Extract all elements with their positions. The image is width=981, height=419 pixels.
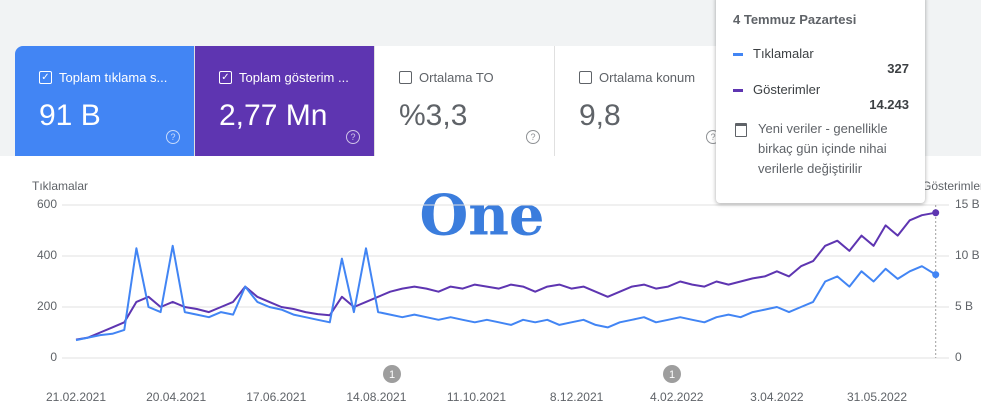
metric-value: 91 B	[39, 99, 101, 132]
metric-label: Ortalama konum	[599, 70, 696, 85]
tooltip-row-name: Gösterimler	[753, 82, 821, 97]
tooltip-row-value: 327	[887, 61, 909, 76]
x-tick-label: 21.02.2021	[46, 390, 106, 404]
series-line	[75, 244, 937, 342]
annotation-label: 1	[669, 369, 675, 381]
x-tick-label: 31.05.2022	[847, 390, 907, 404]
x-tick-label: 3.04.2022	[750, 390, 804, 404]
series-line	[75, 211, 936, 341]
metric-value: 2,77 Mn	[219, 99, 328, 132]
metric-card[interactable]: ✓ Toplam tıklama s... 91 B?	[15, 46, 195, 156]
metric-label: Ortalama TO	[419, 70, 494, 85]
watermark: One	[419, 183, 544, 249]
help-icon[interactable]: ?	[526, 130, 540, 144]
checkbox[interactable]: ✓	[39, 71, 52, 84]
x-tick-label: 8.12.2021	[550, 390, 604, 404]
x-tick-label: 4.02.2022	[650, 390, 704, 404]
x-tick-label: 17.06.2021	[246, 390, 306, 404]
help-icon[interactable]: ?	[346, 130, 360, 144]
metric-card[interactable]: Ortalama konum 9,8?	[555, 46, 735, 156]
tooltip-title: 4 Temmuz Pazartesi	[733, 12, 857, 27]
legend-swatch	[733, 53, 743, 57]
hover-point	[932, 271, 940, 279]
metric-label: Toplam tıklama s...	[59, 70, 168, 85]
annotation-marker	[383, 365, 401, 383]
y-tick-label: 0	[50, 350, 57, 364]
x-tick-label: 20.04.2021	[146, 390, 206, 404]
metric-value: 9,8	[579, 99, 621, 132]
metric-value: %3,3	[399, 99, 468, 132]
x-tick-label: 14.08.2021	[346, 390, 406, 404]
annotation-label: 1	[389, 369, 395, 381]
y2-tick-label: 0	[955, 350, 962, 364]
y-tick-label: 200	[37, 299, 57, 313]
y-tick-label: 400	[37, 248, 57, 262]
legend-swatch	[733, 89, 743, 93]
y-tick-label: 600	[37, 197, 57, 211]
tooltip-row-name: Tıklamalar	[753, 46, 814, 61]
hover-point	[932, 209, 940, 217]
annotation-marker	[663, 365, 681, 383]
checkbox[interactable]	[579, 71, 592, 84]
x-tick-label: 11.10.2021	[447, 390, 506, 404]
metric-card[interactable]: Ortalama TO %3,3?	[375, 46, 555, 156]
tooltip-row-value: 14.243	[869, 97, 909, 112]
metric-label: Toplam gösterim ...	[239, 70, 349, 85]
tooltip-note: Yeni veriler - genellikle birkaç gün içi…	[758, 121, 888, 176]
metric-card[interactable]: ✓ Toplam gösterim ... 2,77 Mn?	[195, 46, 375, 156]
y2-axis-label: Gösterimler	[922, 179, 981, 193]
y2-tick-label: 15 B	[955, 197, 980, 211]
y2-tick-label: 5 B	[955, 299, 973, 313]
tooltip: 4 Temmuz Pazartesi Yeni veriler - genell…	[716, 0, 925, 203]
calendar-icon	[735, 123, 747, 137]
y-axis-label: Tıklamalar	[32, 179, 88, 193]
checkbox[interactable]: ✓	[219, 71, 232, 84]
tooltip-row: Gösterimler 14.243	[733, 82, 909, 112]
tooltip-row: Tıklamalar 327	[733, 46, 909, 76]
help-icon[interactable]: ?	[166, 130, 180, 144]
y2-tick-label: 10 B	[955, 248, 980, 262]
checkbox[interactable]	[399, 71, 412, 84]
